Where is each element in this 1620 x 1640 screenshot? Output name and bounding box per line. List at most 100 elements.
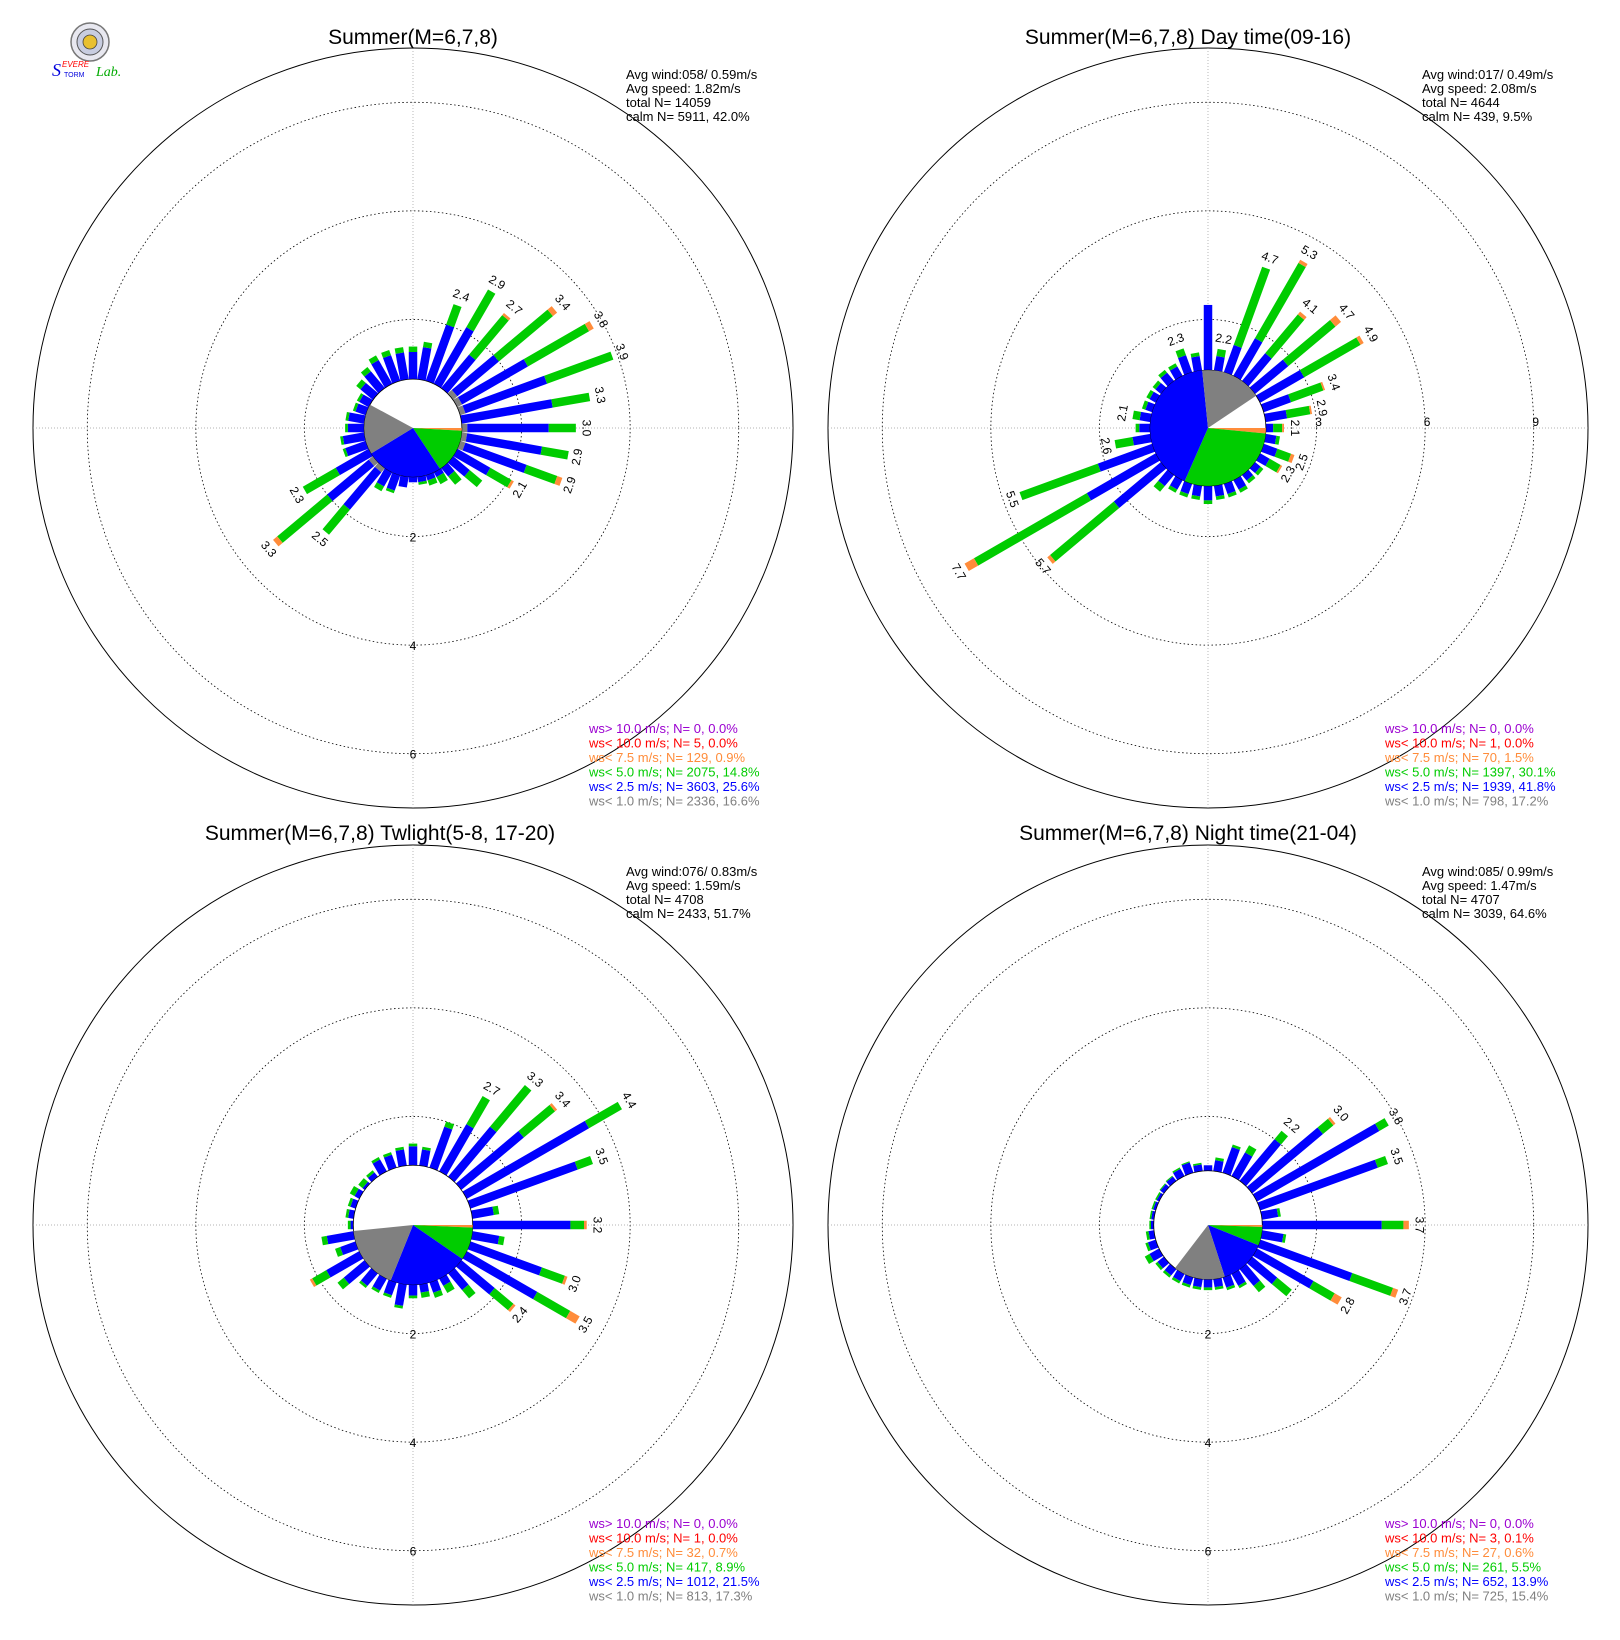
- bar-segment-lt5: [1175, 348, 1187, 359]
- ring-label: 4: [410, 1436, 417, 1450]
- ring-label: 6: [1205, 1545, 1212, 1559]
- bar-segment-lt5: [345, 423, 348, 433]
- bar-segment-lt25: [1152, 1201, 1159, 1211]
- stats-line: calm N= 3039, 64.6%: [1422, 906, 1547, 921]
- stats-line: Avg speed: 1.82m/s: [626, 81, 741, 96]
- bar-segment-lt25: [1231, 1152, 1253, 1181]
- logo-evere: EVERE: [62, 60, 90, 69]
- bar-segment-lt25: [1231, 1269, 1246, 1286]
- bar-value-label: 3.5: [1387, 1146, 1406, 1167]
- bar-segment-lt25: [441, 462, 455, 477]
- bar-segment-lt25: [467, 1241, 542, 1276]
- bar-segment-lt5: [347, 1220, 351, 1230]
- bar-value-label: 2.2: [1214, 331, 1233, 348]
- bar-segment-lt5: [486, 467, 512, 488]
- bar-segment-lt5: [1149, 1210, 1153, 1220]
- bar-segment-lt25: [1213, 355, 1225, 372]
- bar-value-label: 2.9: [569, 447, 586, 466]
- bar-segment-lt5: [1145, 1231, 1150, 1241]
- bar-segment-lt5: [418, 480, 428, 485]
- bar-segment-lt5: [444, 1121, 455, 1130]
- bar-segment-lt25: [355, 403, 369, 416]
- bar-segment-lt5: [1381, 1220, 1404, 1230]
- stats-line: Avg wind:085/ 0.99m/s: [1422, 864, 1554, 879]
- bar-segment-lt5: [436, 472, 448, 485]
- legend-entry: ws< 7.5 m/s; N= 32, 0.7%: [588, 1545, 738, 1560]
- bar-segment-lt25: [326, 1231, 355, 1245]
- bar-segment-lt5: [1246, 475, 1256, 484]
- bar-segment-lt5: [322, 504, 350, 535]
- bar-segment-lt5: [349, 1186, 359, 1197]
- stats-line: Avg wind:058/ 0.59m/s: [626, 67, 758, 82]
- bar-value-label: 2.4: [451, 286, 472, 305]
- bar-segment-lt25: [1233, 476, 1247, 490]
- pie-slice-lt1: [1174, 1225, 1225, 1280]
- bar-segment-lt5: [443, 1281, 455, 1293]
- bar-segment-lt25: [383, 1154, 397, 1171]
- pie-slice-lt5: [413, 1225, 473, 1259]
- bar-segment-lt5: [1151, 1200, 1156, 1210]
- bar-segment-lt25: [467, 1161, 578, 1209]
- bar-segment-lt5: [1273, 423, 1283, 433]
- bar-segment-lt25: [1160, 372, 1175, 387]
- severe-storm-lab-logo: S EVERE TORM Lab.: [50, 22, 150, 82]
- stats-line: Avg wind:076/ 0.83m/s: [626, 864, 758, 879]
- bar-segment-lt5: [277, 494, 333, 543]
- pie-slice-lt1: [364, 404, 413, 454]
- bar-segment-lt5: [540, 446, 569, 460]
- bar-segment-lt25: [1256, 370, 1305, 403]
- bar-segment-lt75: [584, 321, 594, 332]
- bar-value-label: 3.0: [1330, 1102, 1352, 1124]
- legend-entry: ws> 10.0 m/s; N= 0, 0.0%: [1384, 1516, 1534, 1531]
- bar-segment-lt25: [1147, 1239, 1159, 1251]
- bar-segment-lt25: [372, 1274, 387, 1291]
- bar-segment-lt75: [566, 1310, 580, 1324]
- bar-segment-lt5: [466, 289, 496, 332]
- legend-entry: ws< 1.0 m/s; N= 725, 15.4%: [1384, 1589, 1549, 1604]
- legend-entry: ws< 2.5 m/s; N= 652, 13.9%: [1384, 1574, 1549, 1589]
- pie-slice-lt5: [1208, 1225, 1263, 1246]
- bar-segment-lt25: [395, 352, 409, 381]
- legend-entry: ws< 5.0 m/s; N= 417, 8.9%: [588, 1560, 746, 1575]
- bar-value-label: 4.1: [1299, 295, 1321, 317]
- bar-segment-lt5: [352, 402, 359, 412]
- bar-segment-lt75: [1330, 315, 1342, 327]
- bar-segment-lt25: [343, 466, 382, 510]
- bar-segment-lt5: [466, 1095, 490, 1129]
- bar-segment-lt75: [1297, 311, 1307, 320]
- pie-slice-lt5: [1184, 428, 1266, 486]
- bar-segment-lt25: [1249, 461, 1261, 474]
- bar-segment-lt5: [1162, 1270, 1172, 1278]
- bar-segment-lt25: [465, 433, 543, 455]
- bar-value-label: 3.4: [552, 292, 574, 314]
- bar-segment-lt25: [433, 327, 474, 388]
- bar-value-label: 2.9: [486, 272, 508, 293]
- bar-segment-lt25: [394, 1283, 407, 1306]
- bar-segment-lt5: [1255, 466, 1264, 476]
- bar-segment-lt25: [1139, 411, 1152, 423]
- bar-segment-lt5: [1172, 1167, 1181, 1174]
- bar-segment-lt25: [1264, 409, 1288, 423]
- legend-entry: ws< 1.0 m/s; N= 798, 17.2%: [1384, 794, 1549, 809]
- bar-segment-lt5: [469, 315, 509, 361]
- bar-segment-lt25: [364, 371, 385, 394]
- bar-segment-lt75: [1288, 453, 1295, 463]
- bar-segment-lt25: [350, 1220, 354, 1230]
- logo-torm: TORM: [64, 72, 85, 79]
- stats-line: calm N= 439, 9.5%: [1422, 109, 1533, 124]
- bar-segment-lt25: [1249, 359, 1289, 395]
- bar-segment-lt25: [371, 360, 393, 388]
- bar-segment-lt5: [321, 1235, 329, 1246]
- bar-segment-lt25: [327, 459, 375, 502]
- bar-segment-lt25: [342, 432, 366, 445]
- bar-segment-lt5: [422, 341, 433, 349]
- bar-segment-lt5: [1168, 363, 1178, 371]
- bar-segment-lt5: [395, 1146, 404, 1151]
- bar-segment-lt5: [1153, 480, 1165, 492]
- bar-segment-lt5: [1215, 1157, 1224, 1162]
- bar-segment-lt5: [574, 1156, 593, 1170]
- legend-entry: ws< 7.5 m/s; N= 70, 1.5%: [1384, 750, 1534, 765]
- bar-segment-lt25: [1223, 344, 1242, 376]
- bar-segment-lt25: [1193, 1164, 1203, 1173]
